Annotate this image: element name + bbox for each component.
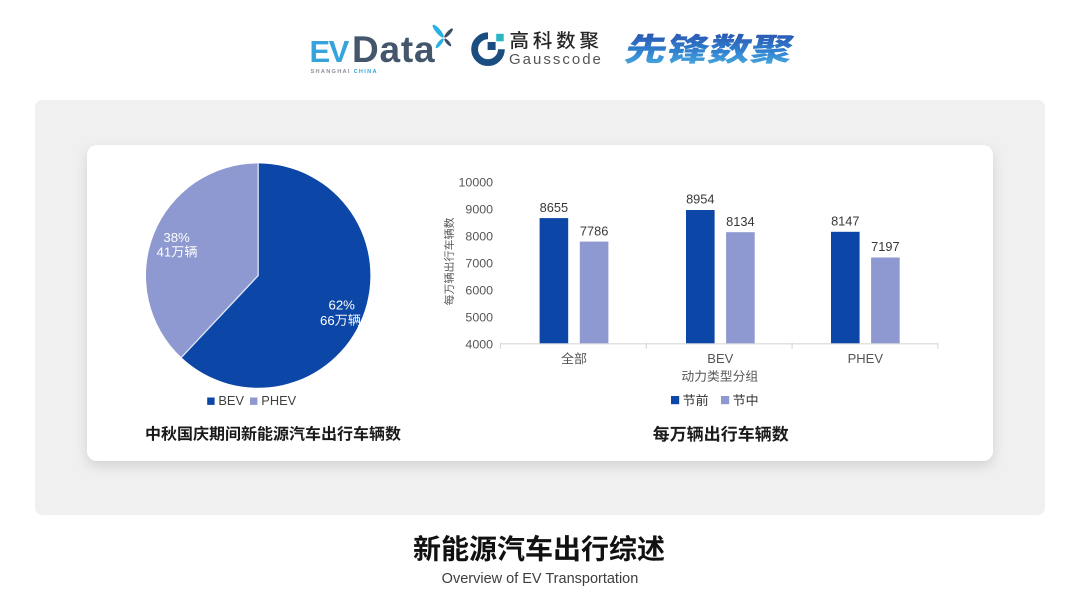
svg-text:8000: 8000 bbox=[465, 229, 493, 243]
svg-text:Gausscode: Gausscode bbox=[509, 51, 603, 68]
svg-text:7786: 7786 bbox=[580, 223, 608, 238]
svg-text:41: 41 bbox=[157, 244, 172, 259]
svg-text:Data: Data bbox=[352, 29, 435, 70]
svg-text:9000: 9000 bbox=[465, 202, 493, 216]
svg-text:SHANGHAI CHINA: SHANGHAI CHINA bbox=[311, 69, 378, 75]
svg-text:8134: 8134 bbox=[726, 214, 754, 229]
svg-text:7000: 7000 bbox=[465, 256, 493, 270]
svg-text:8954: 8954 bbox=[686, 192, 714, 207]
svg-text:PHEV: PHEV bbox=[261, 393, 296, 408]
svg-text:10000: 10000 bbox=[459, 175, 494, 189]
svg-text:BEV: BEV bbox=[707, 351, 733, 366]
svg-text:38%: 38% bbox=[163, 230, 190, 245]
svg-text:Overview of EV Transportation: Overview of EV Transportation bbox=[442, 571, 639, 587]
svg-text:6000: 6000 bbox=[465, 283, 493, 297]
svg-text:8655: 8655 bbox=[540, 200, 568, 215]
svg-text:5000: 5000 bbox=[465, 310, 493, 324]
svg-text:7197: 7197 bbox=[871, 239, 899, 254]
svg-text:66: 66 bbox=[320, 313, 335, 328]
svg-text:EV: EV bbox=[310, 34, 350, 69]
svg-text:62%: 62% bbox=[328, 298, 355, 313]
svg-text:8147: 8147 bbox=[831, 214, 859, 229]
svg-text:BEV: BEV bbox=[218, 393, 244, 408]
svg-text:PHEV: PHEV bbox=[848, 351, 884, 366]
svg-text:4000: 4000 bbox=[465, 337, 493, 351]
